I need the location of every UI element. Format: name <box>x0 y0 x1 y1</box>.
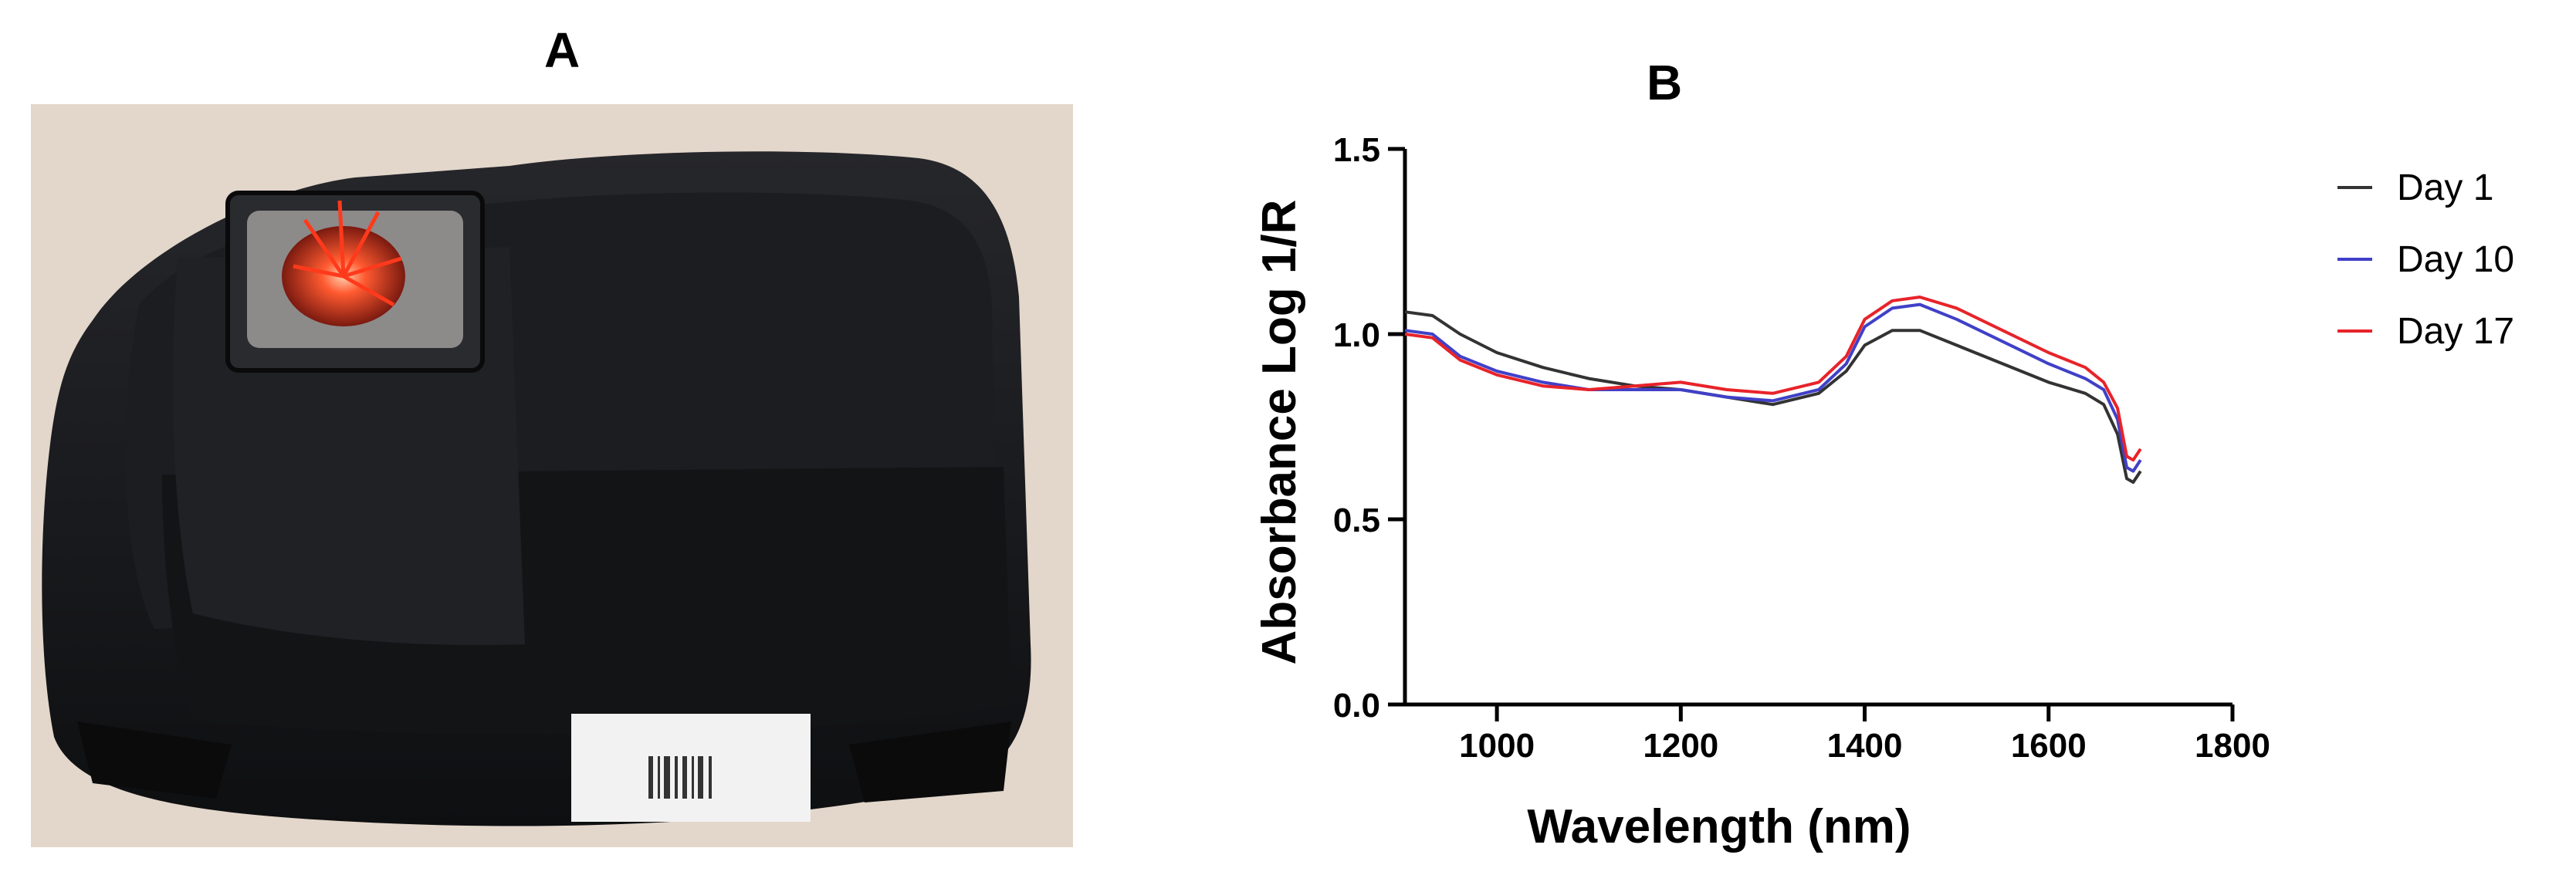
panel-a-label: A <box>544 22 581 78</box>
legend: Day 1 Day 10 Day 17 <box>2337 167 2514 352</box>
series-line-day-1 <box>1404 310 2142 484</box>
light-reflections <box>293 200 402 307</box>
y-axis: 0.0 0.5 1.0 1.5 <box>1333 131 1407 725</box>
label-barcode <box>648 756 712 799</box>
y-axis-title: Absorbance Log 1/R <box>1253 200 1306 665</box>
series-line-day-17 <box>1404 296 2142 462</box>
y-tick-label: 0.5 <box>1333 502 1380 539</box>
device-foot-right <box>849 721 1011 802</box>
x-axis-title: Wavelength (nm) <box>1527 800 1911 853</box>
legend-label: Day 17 <box>2397 311 2514 352</box>
y-tick-label: 1.0 <box>1333 316 1380 354</box>
panel-b-label: B <box>1647 55 1683 110</box>
y-tick-label: 0.0 <box>1333 687 1380 725</box>
series-lines <box>1404 296 2142 484</box>
legend-label: Day 1 <box>2397 167 2493 208</box>
x-tick-label: 1400 <box>1827 727 1903 765</box>
x-tick-label: 1200 <box>1643 727 1718 765</box>
x-tick-label: 1000 <box>1459 727 1535 765</box>
device-photo <box>31 104 1073 847</box>
x-axis: 1000 1200 1400 1600 1800 <box>1405 702 2270 765</box>
series-line-day-10 <box>1404 302 2142 473</box>
absorbance-chart: 0.00.51.01.5 1000 1200 1400 1600 1800 Day 1D… <box>1253 131 2514 853</box>
y-tick-label: 1.5 <box>1333 131 1380 169</box>
legend-label: Day 10 <box>2397 239 2514 280</box>
x-tick-label: 1600 <box>2011 727 2087 765</box>
x-tick-label: 1800 <box>2195 727 2270 765</box>
device-label-sticker <box>571 714 811 822</box>
device-foot-left <box>77 721 232 799</box>
